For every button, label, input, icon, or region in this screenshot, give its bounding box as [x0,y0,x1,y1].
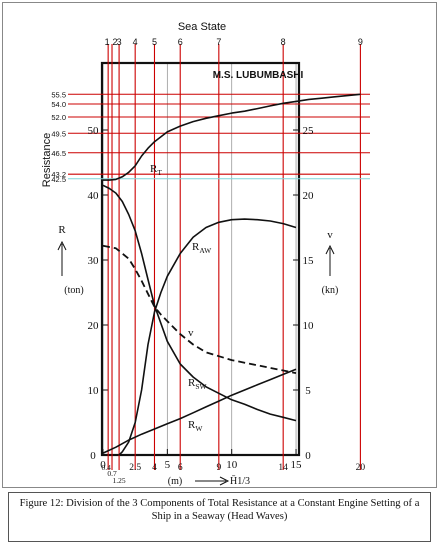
y-right-tick-label: 25 [303,125,315,137]
x-axis-arrow-head [219,476,230,486]
sea-state-number: 5 [152,37,157,47]
sea-state-height-label: 2.5 [129,463,141,473]
y-right-tick-label: 5 [305,385,311,397]
y-right-unit: (kn) [322,285,339,296]
curves [102,93,361,456]
sea-state-number: 3 [117,37,122,47]
series-label-sub: W [195,424,203,433]
series-label-main: R [188,419,196,431]
sea-state-height-label: 0.7 [107,469,117,478]
series-label-main: R [192,241,200,253]
y-left-arrow-head [57,240,67,251]
resistance-value-label: 43.2 [51,170,66,179]
sea-state-height-label: 0.4 [101,463,111,472]
y-right-tick-label: 20 [303,190,315,202]
series-label-main: R [188,377,196,389]
sea-state-number: 1 [105,37,110,47]
y-left-tick-label: 40 [88,190,100,202]
y-left-tick-label: 50 [88,125,100,137]
resistance-value-label: 46.5 [51,149,66,158]
series-label-raw: RAW [192,241,212,255]
resistance-value-label: 52.0 [51,113,66,122]
sea-state-number: 4 [133,37,138,47]
y-left-unit: (ton) [64,285,83,296]
y-right-arrow-head [325,244,335,255]
resistance-value-label: 55.5 [51,90,66,99]
reference-lines [68,44,370,470]
sea-state-height-label: 9 [216,463,221,473]
sea-state-height-label: 20 [356,463,366,473]
chart-title: M.S. LUBUMBASHI [213,70,304,81]
series-label-sub: T [157,168,162,177]
y-left-tick-label: 0 [90,450,96,462]
sea-state-number: 7 [216,37,221,47]
x-tick-label: 10 [226,459,238,471]
series-label-main: R [150,163,158,175]
sea-state-height-label: 4 [152,463,157,473]
x-tick-label: 0 [100,459,106,471]
sea-state-height-label: 6 [178,463,183,473]
series-label-v: v [188,327,194,339]
y-left-tick-label: 30 [88,255,100,267]
sea-state-number: 9 [358,37,363,47]
series-label-sub: AW [199,246,212,255]
series-label-rw: RW [188,419,203,433]
x-axis-label: H̄1/3 [230,475,250,487]
y-right-symbol: v [327,229,333,241]
y-left-tick-label: 10 [88,385,100,397]
sea-state-number: 2 [113,37,118,47]
series-v-curve [102,244,297,374]
y-right-tick-label: 15 [303,255,315,267]
x-tick-label: 5 [165,459,171,471]
y-right-tick-label: 10 [303,320,315,332]
series-label-sub: SW [195,382,207,391]
sea-state-height-label: 1.25 [113,476,126,485]
resistance-value-label: 42.5 [51,175,66,184]
figure-caption: Figure 12: Division of the 3 Components … [8,492,431,542]
grid-lines [102,63,297,455]
sea-state-height-label: 14 [278,463,288,473]
series-label-rsw: RSW [188,377,208,391]
sea-state-number: 8 [281,37,286,47]
x-tick-label: 15 [291,459,303,471]
series-raw-curve [118,218,297,456]
plot-border [100,61,301,457]
resistance-value-label: 54.0 [51,100,66,109]
resistance-value-label: 49.5 [51,129,66,138]
series-rt-curve [103,93,361,181]
series-label-rt: RT [150,163,162,177]
series-label-main: v [188,327,194,339]
y-left-axis-label: Resistance [41,133,53,187]
top-axis-label: Sea State [178,21,226,33]
series-rw-curve [102,368,297,454]
x-axis-unit: (m) [168,476,182,487]
y-left-symbol: R [58,224,66,236]
y-right-tick-label: 0 [305,450,311,462]
sea-state-number: 6 [178,37,183,47]
plot-frame [100,61,301,457]
figure-frame [2,2,437,488]
y-left-tick-label: 20 [88,320,100,332]
series-rsw-curve [102,184,297,422]
